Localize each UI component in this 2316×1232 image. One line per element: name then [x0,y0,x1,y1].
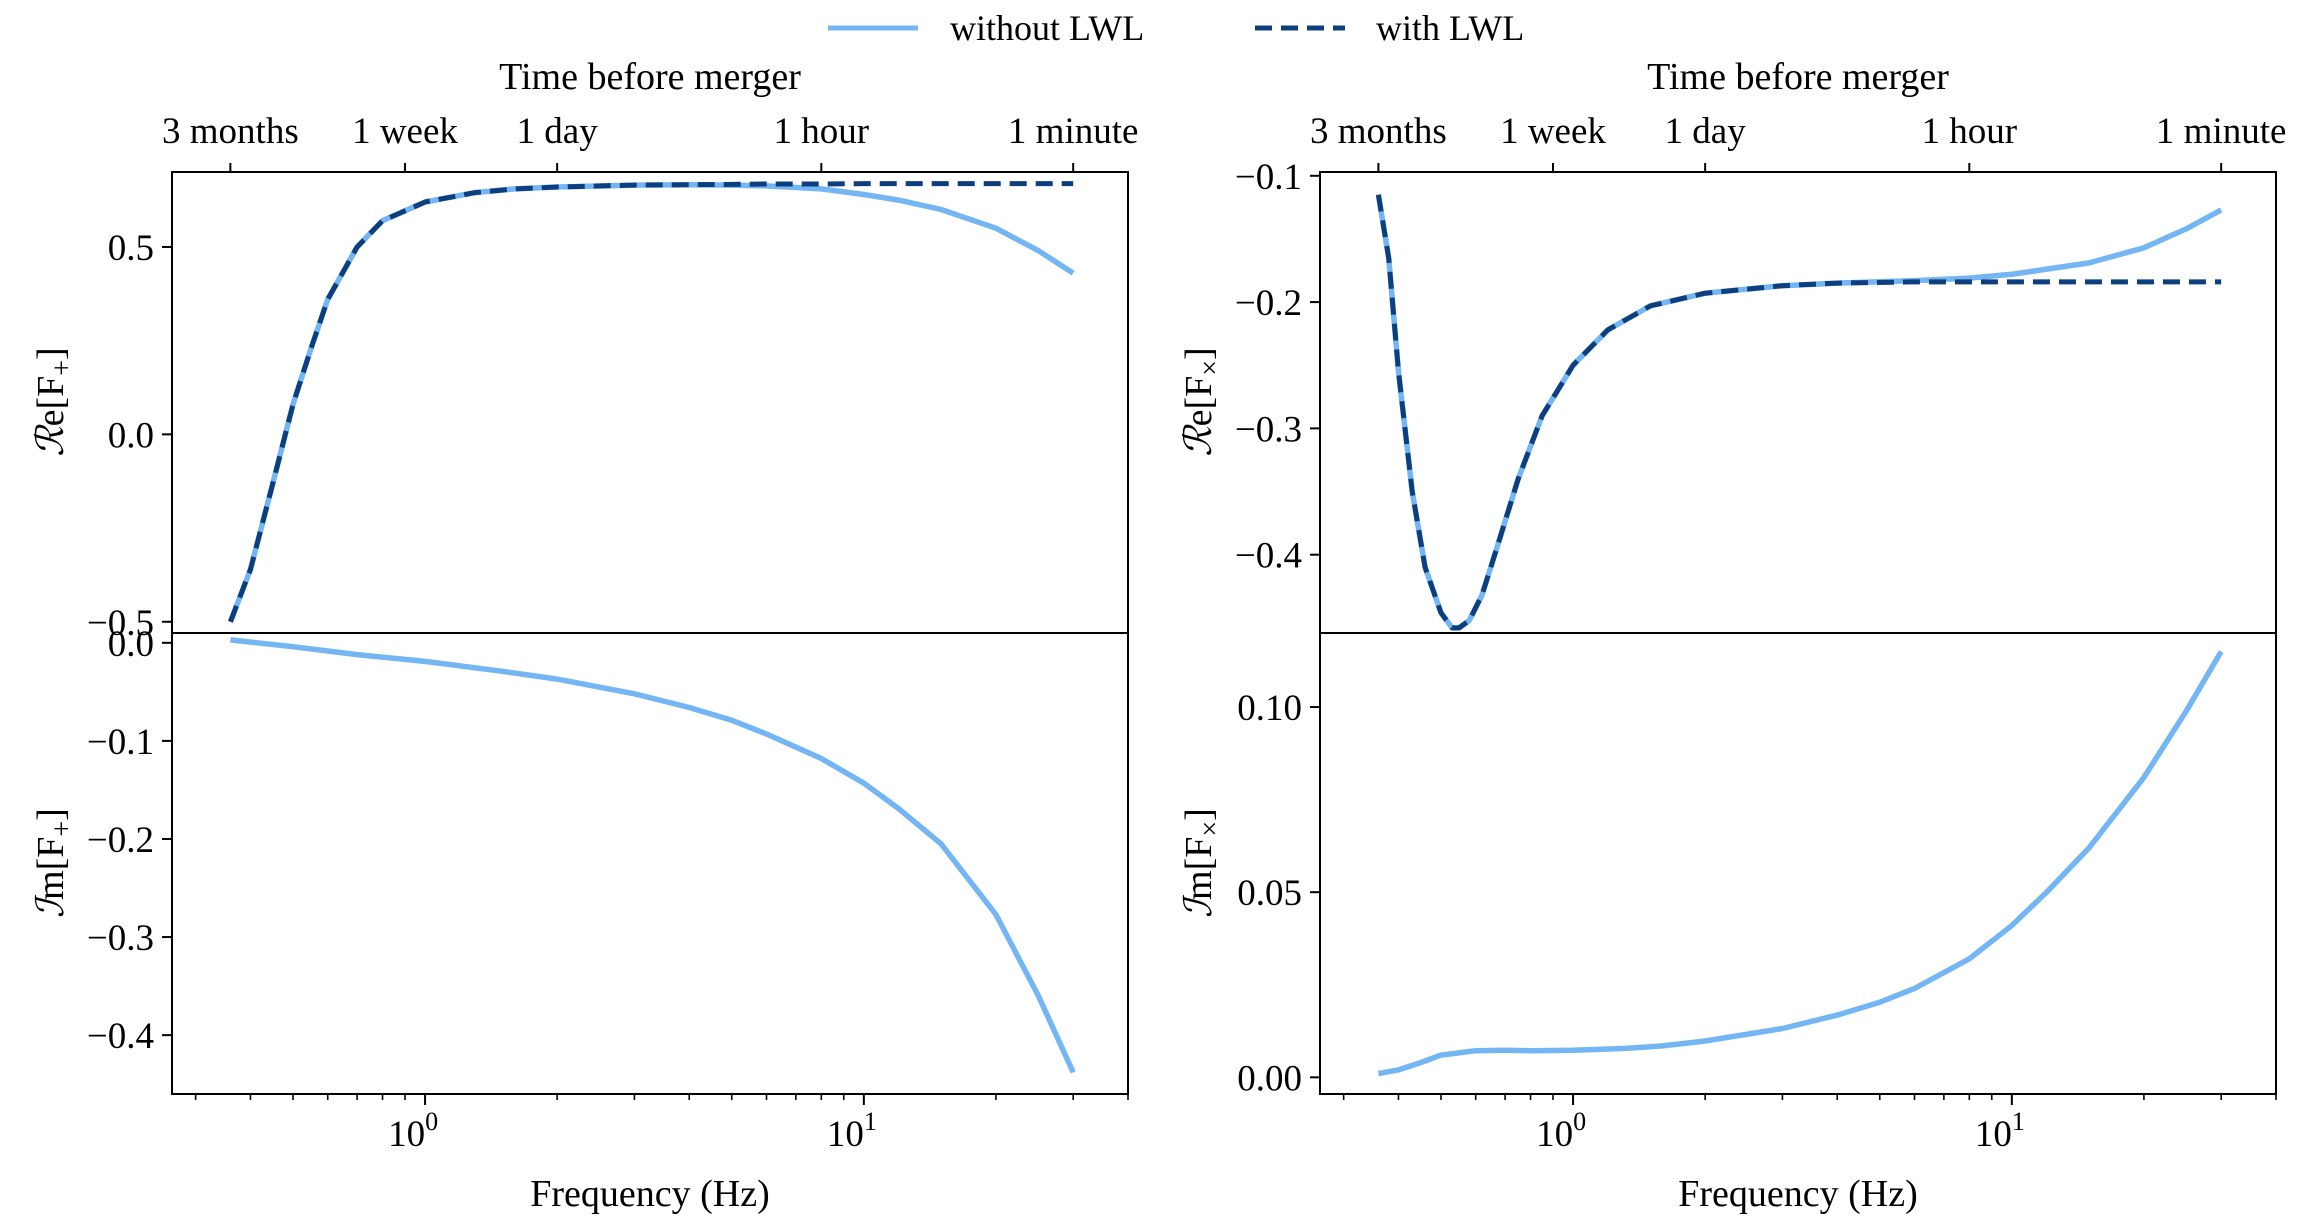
plot-frame [1319,632,2277,1095]
x-axis-ticks-left: 100 101 [194,1094,1129,1155]
x-tick-label: 100 [1536,1107,1586,1155]
top-tick-label: 1 day [517,111,599,152]
y-tick-label: −0.3 [87,918,154,959]
y-tick-label: 0.0 [108,415,154,456]
x-axis-ticks-right: 100 101 [1342,1094,2277,1155]
y-tick-label: 0.05 [1237,873,1302,914]
top-tick-label: 3 months [1310,111,1447,152]
y-tick-label: 0.5 [108,228,154,269]
top-tick-label: 1 week [352,111,458,152]
y-tick-label: 0.10 [1237,688,1302,729]
legend: without LWL with LWL [828,8,1524,48]
y-tick-label: −0.3 [1235,409,1302,450]
x-axis-title-right: Frequency (Hz) [1678,1173,1918,1215]
y-tick-label: −0.2 [1235,283,1302,324]
legend-label-with-lwl: with LWL [1376,8,1524,48]
plot-re-fcross: −0.1 −0.2 −0.3 −0.4 [1235,157,2277,634]
panel-left: Time before merger 3 months 1 week 1 day 1 … [28,56,1138,1215]
y-tick-label: −0.4 [87,1016,154,1057]
top-tick-label: 3 months [162,111,299,152]
series-line-without-lwl [1375,194,2223,631]
top-axis-title-left: Time before merger [499,56,801,98]
x-tick-label: 101 [1975,1107,2025,1155]
series-line-without-lwl [1377,650,2224,1077]
legend-label-without-lwl: without LWL [950,8,1144,48]
y-tick-label: −0.1 [87,722,154,763]
y-tick-label: 0.0 [108,624,154,665]
plot-im-fcross: 0.00 0.05 0.10 [1237,632,2277,1099]
plot-frame [1319,171,2277,634]
series-line-with-lwl [228,181,1074,623]
x-axis-title-left: Frequency (Hz) [530,1173,770,1215]
y-tick-label: −0.2 [87,820,154,861]
series-line-without-lwl [230,637,1076,1074]
y-axis-title-im-fplus: ℐm[F+] [28,808,78,918]
top-tick-label: 1 minute [1008,111,1139,152]
y-tick-label: −0.5 [87,603,154,644]
top-axis-title-right: Time before merger [1647,56,1949,98]
plot-frame [171,171,1129,634]
top-tick-label: 1 day [1665,111,1747,152]
y-axis-title-re-fplus: ℛe[F+] [28,347,78,456]
panel-right: Time before merger 3 months 1 week 1 day 1 … [1176,56,2286,1215]
plot-re-fplus: −0.5 0.0 0.5 [87,171,1129,644]
top-tick-label: 1 minute [2156,111,2287,152]
series-line-with-lwl [1375,194,2222,631]
top-tick-label: 1 hour [1922,111,2018,152]
y-tick-label: 0.00 [1237,1058,1302,1099]
top-tick-label: 1 hour [774,111,870,152]
top-axis-ticks-left: 3 months 1 week 1 day 1 hour 1 minute [162,111,1138,172]
plot-frame [171,632,1129,1095]
top-tick-label: 1 week [1500,111,1606,152]
y-axis-title-re-fcross: ℛe[F×] [1176,347,1226,456]
plot-im-fplus: 0.0 −0.1 −0.2 −0.3 −0.4 [87,624,1129,1095]
y-axis-title-im-fcross: ℐm[F×] [1176,808,1226,918]
y-tick-label: −0.4 [1235,536,1302,577]
x-tick-label: 100 [388,1107,438,1155]
top-axis-ticks-right: 3 months 1 week 1 day 1 hour 1 minute [1310,111,2286,172]
x-tick-label: 101 [827,1107,877,1155]
y-tick-label: −0.1 [1235,157,1302,198]
